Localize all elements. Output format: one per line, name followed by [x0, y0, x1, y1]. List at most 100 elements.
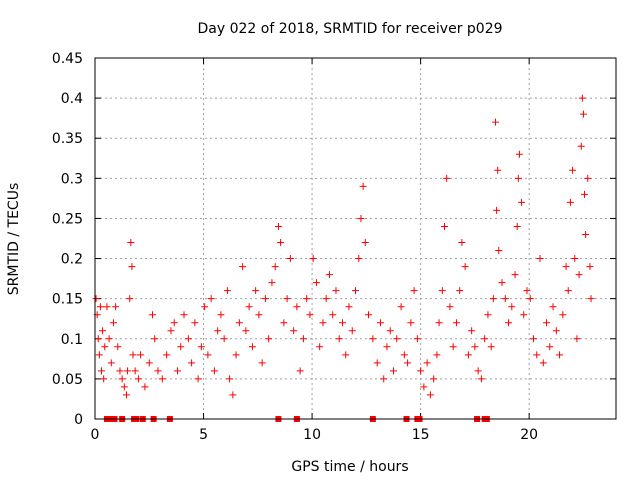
data-point [456, 287, 464, 295]
data-point [575, 271, 583, 279]
data-point [514, 174, 522, 182]
data-point [495, 247, 503, 255]
data-point [498, 279, 506, 287]
data-point [137, 351, 145, 359]
data-point [569, 166, 577, 174]
data-point [443, 174, 451, 182]
data-point [280, 319, 288, 327]
data-point [539, 359, 547, 367]
data-point [107, 359, 115, 367]
data-point [518, 198, 526, 206]
data-point [204, 351, 212, 359]
data-point [122, 391, 130, 399]
data-point [299, 335, 307, 343]
x-tick-label: 20 [520, 427, 538, 443]
data-point [201, 303, 209, 311]
data-point [268, 279, 276, 287]
y-tick-label: 0.35 [52, 131, 83, 147]
data-point [188, 359, 196, 367]
y-tick-label: 0.45 [52, 51, 83, 67]
data-point [352, 287, 359, 295]
data-point [258, 359, 266, 367]
data-point [252, 287, 260, 295]
data-point [226, 375, 234, 383]
data-point [487, 343, 495, 351]
x-axis-label: GPS time / hours [291, 459, 408, 475]
data-point [120, 383, 128, 391]
data-point [458, 239, 466, 247]
data-point [322, 295, 330, 303]
plot-frame [94, 57, 617, 420]
data-point [239, 263, 247, 271]
data-point [546, 343, 554, 351]
data-point [265, 335, 273, 343]
data-point [468, 327, 476, 335]
data-point [319, 319, 327, 327]
data-point [261, 295, 269, 303]
data-point [274, 222, 282, 230]
data-point [426, 391, 434, 399]
data-point [383, 343, 391, 351]
data-point [309, 255, 317, 263]
data-point [100, 375, 108, 383]
data-point [114, 343, 122, 351]
y-tick-label: 0.2 [61, 252, 83, 268]
x-tick-label: 5 [199, 427, 208, 443]
data-point [129, 351, 137, 359]
data-point [369, 335, 377, 343]
data-point [149, 311, 157, 319]
data-point [229, 391, 237, 399]
data-point [112, 303, 120, 311]
x-tick-label: 0 [91, 427, 100, 443]
data-point [127, 239, 135, 247]
data-point [494, 166, 502, 174]
data-point [290, 327, 298, 335]
data-point [365, 311, 373, 319]
data-point [355, 255, 363, 263]
y-tick-label: 0.1 [61, 332, 83, 348]
data-point [103, 303, 111, 311]
data-point [559, 311, 567, 319]
data-point [283, 295, 291, 303]
data-point [286, 255, 294, 263]
data-point [116, 367, 124, 375]
data-point [511, 271, 519, 279]
data-point [173, 367, 181, 375]
data-point [345, 303, 353, 311]
data-point [413, 335, 421, 343]
data-point [145, 359, 153, 367]
data-point [410, 287, 418, 295]
data-point [293, 303, 301, 311]
data-point [536, 255, 544, 263]
data-point [477, 375, 485, 383]
data-point [430, 375, 438, 383]
data-point [194, 375, 202, 383]
data-point [530, 335, 538, 343]
data-point [167, 327, 175, 335]
data-point [556, 351, 564, 359]
data-point [505, 319, 513, 327]
data-point [223, 287, 231, 295]
data-point [335, 335, 343, 343]
data-point [581, 190, 589, 198]
data-point [197, 343, 205, 351]
y-axis-label: SRMTID / TECUs [6, 183, 22, 296]
data-point [338, 319, 346, 327]
data-point [523, 287, 531, 295]
data-point [446, 303, 454, 311]
data-point [501, 295, 509, 303]
data-point [232, 351, 240, 359]
data-point [235, 319, 243, 327]
data-point [220, 335, 228, 343]
data-point [513, 222, 521, 230]
data-point [493, 206, 501, 214]
data-point [271, 263, 279, 271]
data-point [94, 335, 102, 343]
data-point [277, 239, 285, 247]
data-point [296, 367, 304, 375]
data-point [373, 359, 381, 367]
data-point [154, 367, 162, 375]
data-point [101, 343, 109, 351]
data-point [389, 367, 397, 375]
data-point [404, 359, 412, 367]
